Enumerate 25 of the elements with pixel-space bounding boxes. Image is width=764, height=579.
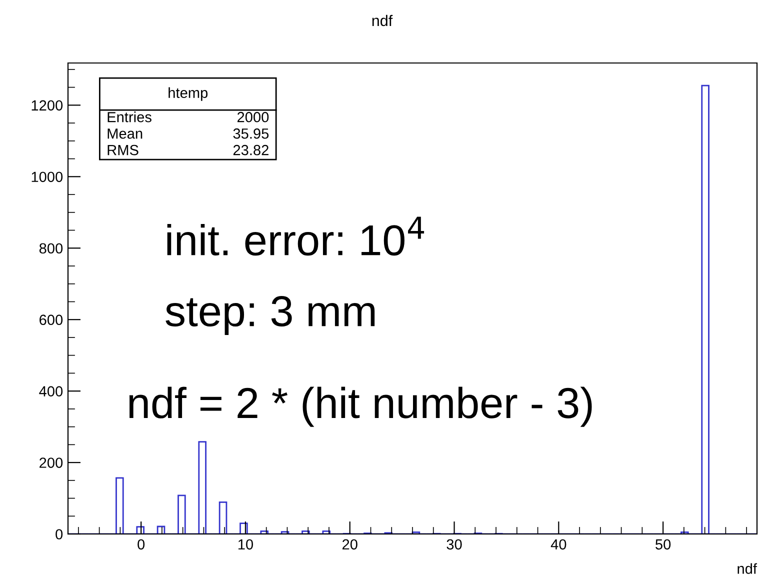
y-tick-label: 600 <box>40 314 63 326</box>
x-tick-label: 50 <box>656 539 671 550</box>
annotation: step: 3 mm <box>166 296 375 336</box>
y-tick-label: 200 <box>40 458 63 468</box>
y-tick-label: 0 <box>56 529 63 540</box>
annotation: ndf = 2 * (hit number - 3) <box>129 386 592 427</box>
y-tick-label: 1000 <box>32 172 63 182</box>
annotation: 2000 <box>237 112 269 122</box>
y-tick-label: 400 <box>39 386 63 396</box>
x-tick-label: 30 <box>446 539 462 550</box>
annotation: RMS <box>108 144 138 156</box>
x-tick-label: 20 <box>342 539 358 550</box>
x-tick-label: 0 <box>138 539 145 550</box>
annotation: Entries <box>108 112 152 122</box>
x-tick-label: 10 <box>238 539 254 550</box>
annotation: Mean <box>108 128 142 139</box>
annotation: init. error: 10$^{4}$ <box>167 216 424 256</box>
x-tick-label: 40 <box>550 539 566 550</box>
annotation: htemp <box>168 87 208 101</box>
y-tick-label: 1200 <box>32 100 63 111</box>
annotation: 23.82 <box>233 144 268 156</box>
y-tick-label: 800 <box>39 243 63 254</box>
annotation: 35.95 <box>233 128 269 139</box>
chart-title: ndf <box>372 14 393 26</box>
x-axis-title: ndf <box>738 563 758 574</box>
